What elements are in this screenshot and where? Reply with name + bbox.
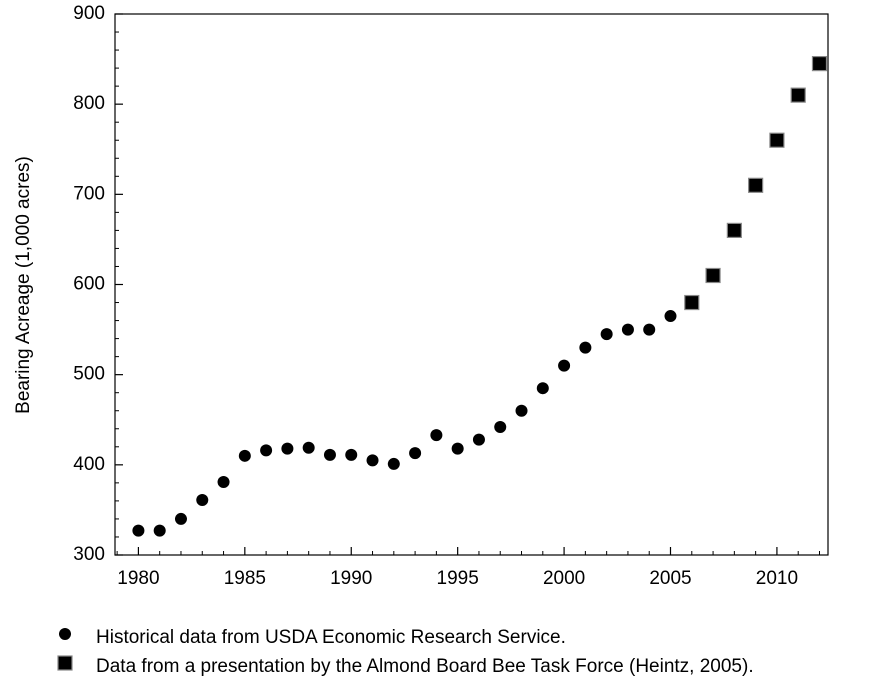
data-point bbox=[430, 429, 443, 442]
data-point bbox=[684, 294, 700, 311]
data-point bbox=[366, 454, 379, 467]
data-point bbox=[748, 177, 764, 193]
data-point bbox=[664, 310, 677, 323]
data-point bbox=[600, 328, 613, 341]
data-point bbox=[705, 267, 721, 284]
y-tick-label: 800 bbox=[73, 93, 105, 114]
data-point bbox=[153, 524, 166, 537]
data-point bbox=[302, 441, 315, 454]
y-tick-label: 900 bbox=[73, 3, 105, 24]
data-point bbox=[132, 524, 145, 537]
data-point bbox=[472, 433, 485, 446]
legend-marker bbox=[57, 655, 73, 671]
y-tick-label: 300 bbox=[73, 544, 105, 565]
legend-label: Data from a presentation by the Almond B… bbox=[96, 656, 754, 677]
data-point bbox=[238, 449, 251, 462]
data-point bbox=[451, 442, 464, 455]
data-point bbox=[345, 448, 358, 461]
legend-marker bbox=[59, 628, 71, 640]
data-point bbox=[811, 55, 828, 72]
data-point bbox=[726, 222, 742, 238]
y-tick-label: 400 bbox=[73, 454, 105, 475]
data-point bbox=[387, 457, 400, 470]
data-point bbox=[260, 444, 273, 457]
data-point bbox=[323, 448, 336, 461]
x-tick-label: 2010 bbox=[756, 568, 798, 589]
x-tick-label: 2005 bbox=[649, 568, 691, 589]
plot-frame bbox=[114, 13, 829, 556]
y-axis-label: Bearing Acreage (1,000 acres) bbox=[13, 156, 34, 414]
data-point bbox=[769, 132, 785, 148]
data-point bbox=[174, 512, 187, 525]
data-point bbox=[217, 475, 230, 488]
data-point bbox=[515, 404, 528, 417]
data-point bbox=[558, 359, 571, 372]
data-point bbox=[579, 341, 592, 354]
data-point bbox=[196, 493, 209, 506]
x-tick-label: 2000 bbox=[543, 568, 585, 589]
x-tick-label: 1985 bbox=[224, 568, 266, 589]
data-point bbox=[536, 382, 549, 395]
data-point bbox=[409, 447, 422, 460]
y-tick-label: 600 bbox=[73, 274, 105, 295]
data-point bbox=[643, 323, 656, 336]
y-tick-label: 700 bbox=[73, 183, 105, 204]
x-tick-label: 1995 bbox=[437, 568, 479, 589]
data-point bbox=[494, 420, 507, 433]
data-point bbox=[281, 442, 294, 455]
x-tick-label: 1990 bbox=[330, 568, 372, 589]
legend-label: Historical data from USDA Economic Resea… bbox=[96, 627, 566, 648]
data-point bbox=[790, 87, 806, 103]
x-tick-label: 1980 bbox=[117, 568, 159, 589]
data-point bbox=[621, 323, 634, 336]
y-tick-label: 500 bbox=[73, 364, 105, 385]
